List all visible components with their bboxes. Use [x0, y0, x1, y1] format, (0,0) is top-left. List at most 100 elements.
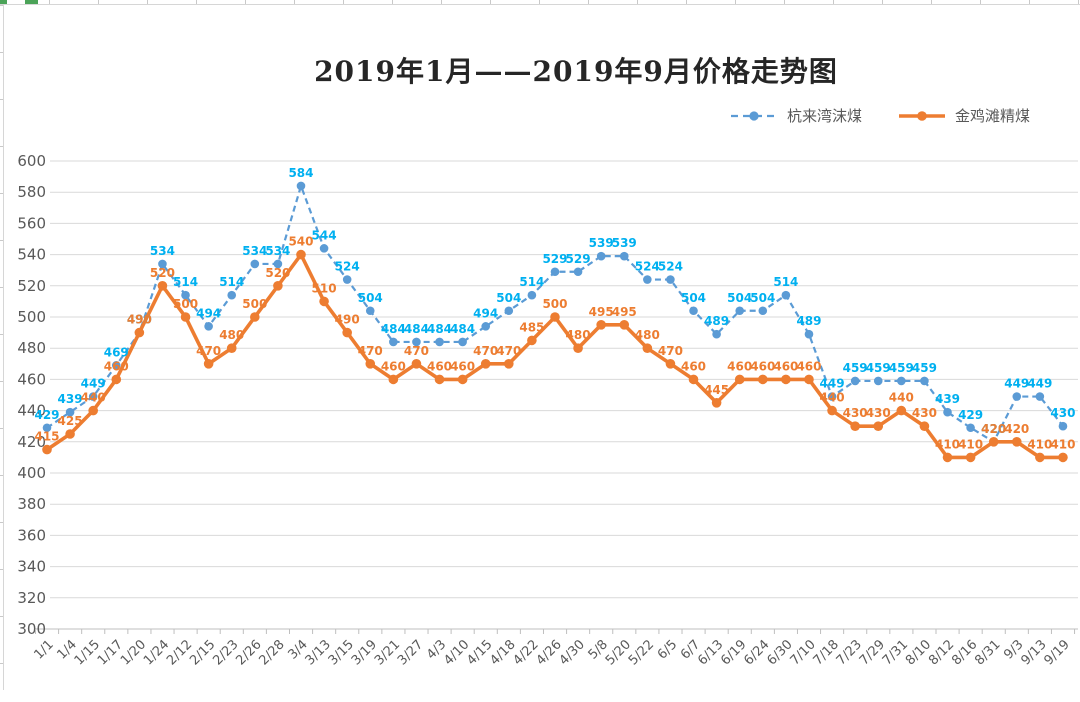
series-金鸡滩精煤[interactable]: [42, 249, 1068, 463]
data-label: 440: [889, 391, 914, 405]
data-point-marker[interactable]: [389, 337, 398, 347]
data-point-marker[interactable]: [735, 306, 744, 316]
data-point-marker[interactable]: [550, 267, 560, 277]
data-point-marker[interactable]: [273, 259, 283, 269]
data-point-marker[interactable]: [319, 244, 329, 253]
data-point-marker[interactable]: [88, 392, 98, 401]
x-axis[interactable]: [35, 629, 1076, 634]
data-point-marker[interactable]: [134, 327, 145, 338]
data-point-marker[interactable]: [734, 374, 745, 385]
data-label: 459: [866, 361, 891, 375]
data-point-marker[interactable]: [111, 374, 122, 385]
x-axis-labels[interactable]: 1/11/41/151/171/201/242/122/152/232/262/…: [31, 637, 1072, 668]
data-point-marker[interactable]: [688, 374, 699, 385]
data-point-marker[interactable]: [42, 423, 52, 433]
data-point-marker[interactable]: [65, 407, 75, 417]
data-point-marker[interactable]: [342, 275, 352, 284]
data-point-marker[interactable]: [896, 405, 907, 416]
data-point-marker[interactable]: [942, 452, 953, 463]
data-point-marker[interactable]: [250, 259, 260, 269]
data-point-marker[interactable]: [412, 337, 421, 347]
data-point-marker[interactable]: [65, 429, 75, 439]
data-point-marker[interactable]: [827, 405, 837, 416]
data-point-marker[interactable]: [665, 359, 676, 369]
data-point-marker[interactable]: [273, 281, 283, 291]
data-point-marker[interactable]: [573, 267, 583, 277]
data-point-marker[interactable]: [873, 421, 884, 432]
data-point-marker[interactable]: [758, 306, 768, 316]
data-point-marker[interactable]: [943, 407, 952, 417]
data-point-marker[interactable]: [157, 281, 168, 291]
data-point-marker[interactable]: [1011, 437, 1022, 447]
data-point-marker[interactable]: [966, 423, 975, 433]
data-point-marker[interactable]: [988, 437, 999, 447]
data-point-marker[interactable]: [180, 312, 191, 322]
data-point-marker[interactable]: [666, 275, 675, 284]
data-point-marker[interactable]: [365, 306, 375, 316]
data-point-marker[interactable]: [804, 374, 814, 385]
data-point-marker[interactable]: [1058, 452, 1068, 463]
data-point-marker[interactable]: [920, 376, 929, 386]
data-point-marker[interactable]: [596, 251, 606, 261]
data-point-marker[interactable]: [827, 392, 837, 401]
data-point-marker[interactable]: [342, 327, 352, 338]
data-point-marker[interactable]: [411, 359, 422, 369]
data-point-marker[interactable]: [643, 275, 652, 284]
data-point-marker[interactable]: [596, 320, 606, 330]
data-point-marker[interactable]: [158, 259, 167, 269]
data-point-marker[interactable]: [712, 329, 721, 339]
data-point-marker[interactable]: [897, 376, 906, 386]
legend-item-jinjitan[interactable]: 金鸡滩精煤: [898, 105, 1030, 126]
data-point-marker[interactable]: [642, 343, 653, 354]
data-point-marker[interactable]: [181, 290, 190, 300]
data-point-marker[interactable]: [204, 322, 213, 331]
data-point-marker[interactable]: [296, 249, 306, 260]
data-point-marker[interactable]: [1035, 392, 1045, 401]
data-point-marker[interactable]: [481, 322, 491, 331]
data-point-marker[interactable]: [296, 181, 306, 191]
data-point-marker[interactable]: [527, 290, 537, 300]
data-point-marker[interactable]: [527, 335, 537, 346]
data-point-marker[interactable]: [434, 374, 445, 385]
data-point-marker[interactable]: [1058, 421, 1068, 431]
data-point-marker[interactable]: [319, 296, 329, 307]
data-point-marker[interactable]: [689, 306, 698, 316]
x-axis-label: 3/27: [395, 637, 426, 668]
data-point-marker[interactable]: [873, 376, 883, 386]
data-point-marker[interactable]: [757, 374, 768, 385]
data-point-marker[interactable]: [965, 452, 976, 463]
data-point-marker[interactable]: [619, 320, 630, 330]
data-point-marker[interactable]: [227, 290, 237, 300]
data-point-marker[interactable]: [457, 374, 468, 385]
y-axis[interactable]: 300 320 340 360 380 400 420 440 460 480 500 520 540 5…: [17, 152, 46, 638]
chart-title[interactable]: 2019年1月——2019年9月价格走势图: [314, 55, 838, 88]
legend-item-hanglaiwan[interactable]: 杭来湾沫煤: [730, 105, 862, 126]
data-point-marker[interactable]: [435, 337, 444, 347]
data-point-marker[interactable]: [804, 329, 814, 339]
data-point-marker[interactable]: [850, 421, 860, 432]
data-point-marker[interactable]: [781, 374, 791, 385]
data-point-marker[interactable]: [250, 312, 260, 322]
data-point-marker[interactable]: [504, 306, 514, 316]
data-point-marker[interactable]: [458, 337, 467, 347]
data-point-marker[interactable]: [711, 398, 722, 408]
data-point-marker[interactable]: [88, 405, 98, 416]
data-point-marker[interactable]: [42, 444, 52, 455]
data-point-marker[interactable]: [1035, 452, 1045, 463]
data-point-marker[interactable]: [919, 421, 930, 432]
data-point-marker[interactable]: [226, 343, 237, 354]
data-point-marker[interactable]: [573, 343, 583, 354]
data-point-marker[interactable]: [1012, 392, 1022, 401]
data-point-marker[interactable]: [388, 374, 399, 385]
data-point-marker[interactable]: [550, 312, 560, 322]
data-point-marker[interactable]: [850, 376, 860, 386]
data-point-marker[interactable]: [619, 251, 629, 261]
data-point-marker[interactable]: [365, 359, 376, 369]
data-point-marker[interactable]: [504, 359, 514, 369]
data-point-marker[interactable]: [111, 361, 121, 370]
series-杭来湾沫煤[interactable]: [42, 181, 1068, 447]
data-point-marker[interactable]: [781, 290, 791, 300]
data-point-marker[interactable]: [480, 359, 491, 369]
data-point-marker[interactable]: [203, 359, 214, 369]
